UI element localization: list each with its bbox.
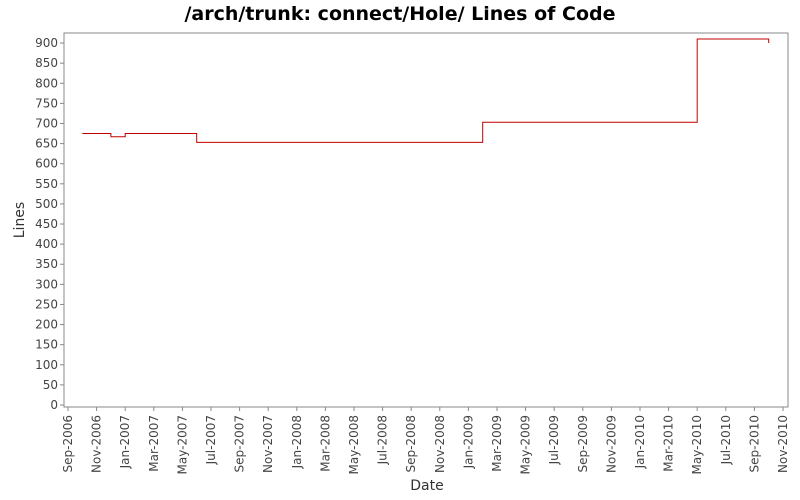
x-tick-label: Sep-2010 (747, 415, 761, 473)
x-tick-label: Mar-2009 (490, 415, 504, 472)
y-tick-label: 500 (35, 197, 58, 211)
x-tick-label: Jan-2008 (290, 415, 304, 469)
y-tick-label: 550 (35, 177, 58, 191)
plot-area (63, 32, 789, 408)
x-tick-label: May-2009 (519, 415, 533, 474)
y-tick-label: 900 (35, 36, 58, 50)
x-tick-label: Nov-2007 (261, 415, 275, 473)
y-tick-label: 850 (35, 56, 58, 70)
x-tick-label: Jul-2007 (204, 415, 218, 465)
x-tick-label: Jan-2009 (461, 415, 475, 469)
y-tick-label: 450 (35, 217, 58, 231)
x-tick-label: Mar-2008 (318, 415, 332, 472)
x-tick-label: Sep-2006 (61, 415, 75, 473)
y-tick-label: 750 (35, 96, 58, 110)
x-tick-label: Jul-2010 (719, 415, 733, 465)
x-tick-label: Jan-2010 (633, 415, 647, 469)
y-tick-label: 0 (50, 398, 58, 412)
x-tick-label: Sep-2009 (576, 415, 590, 473)
chart-title: /arch/trunk: connect/Hole/ Lines of Code (184, 3, 615, 25)
y-tick-label: 100 (35, 358, 58, 372)
x-tick-label: Jan-2007 (118, 415, 132, 469)
x-axis-title: Date (410, 478, 443, 494)
x-tick-label: Jul-2009 (547, 415, 561, 465)
y-tick-label: 50 (43, 378, 58, 392)
y-tick-label: 300 (35, 277, 58, 291)
y-tick-label: 150 (35, 338, 58, 352)
y-tick-label: 350 (35, 257, 58, 271)
x-tick-label: Mar-2010 (662, 415, 676, 472)
y-tick-label: 400 (35, 237, 58, 251)
x-tick-label: May-2010 (690, 415, 704, 474)
y-axis-title: Lines (12, 202, 28, 238)
y-tick-label: 600 (35, 157, 58, 171)
x-tick-label: Nov-2010 (776, 415, 790, 473)
x-tick-label: May-2007 (175, 415, 189, 474)
x-tick-label: Sep-2008 (404, 415, 418, 473)
y-tick-label: 650 (35, 137, 58, 151)
x-tick-label: May-2008 (347, 415, 361, 474)
y-tick-label: 700 (35, 116, 58, 130)
x-tick-label: Nov-2009 (604, 415, 618, 473)
y-tick-label: 200 (35, 318, 58, 332)
x-tick-label: Mar-2007 (147, 415, 161, 472)
x-tick-label: Sep-2007 (233, 415, 247, 473)
x-tick-label: Nov-2006 (90, 415, 104, 473)
y-tick-label: 250 (35, 297, 58, 311)
y-tick-label: 800 (35, 76, 58, 90)
x-tick-label: Jul-2008 (376, 415, 390, 465)
x-tick-label: Nov-2008 (433, 415, 447, 473)
line-series (82, 38, 770, 143)
